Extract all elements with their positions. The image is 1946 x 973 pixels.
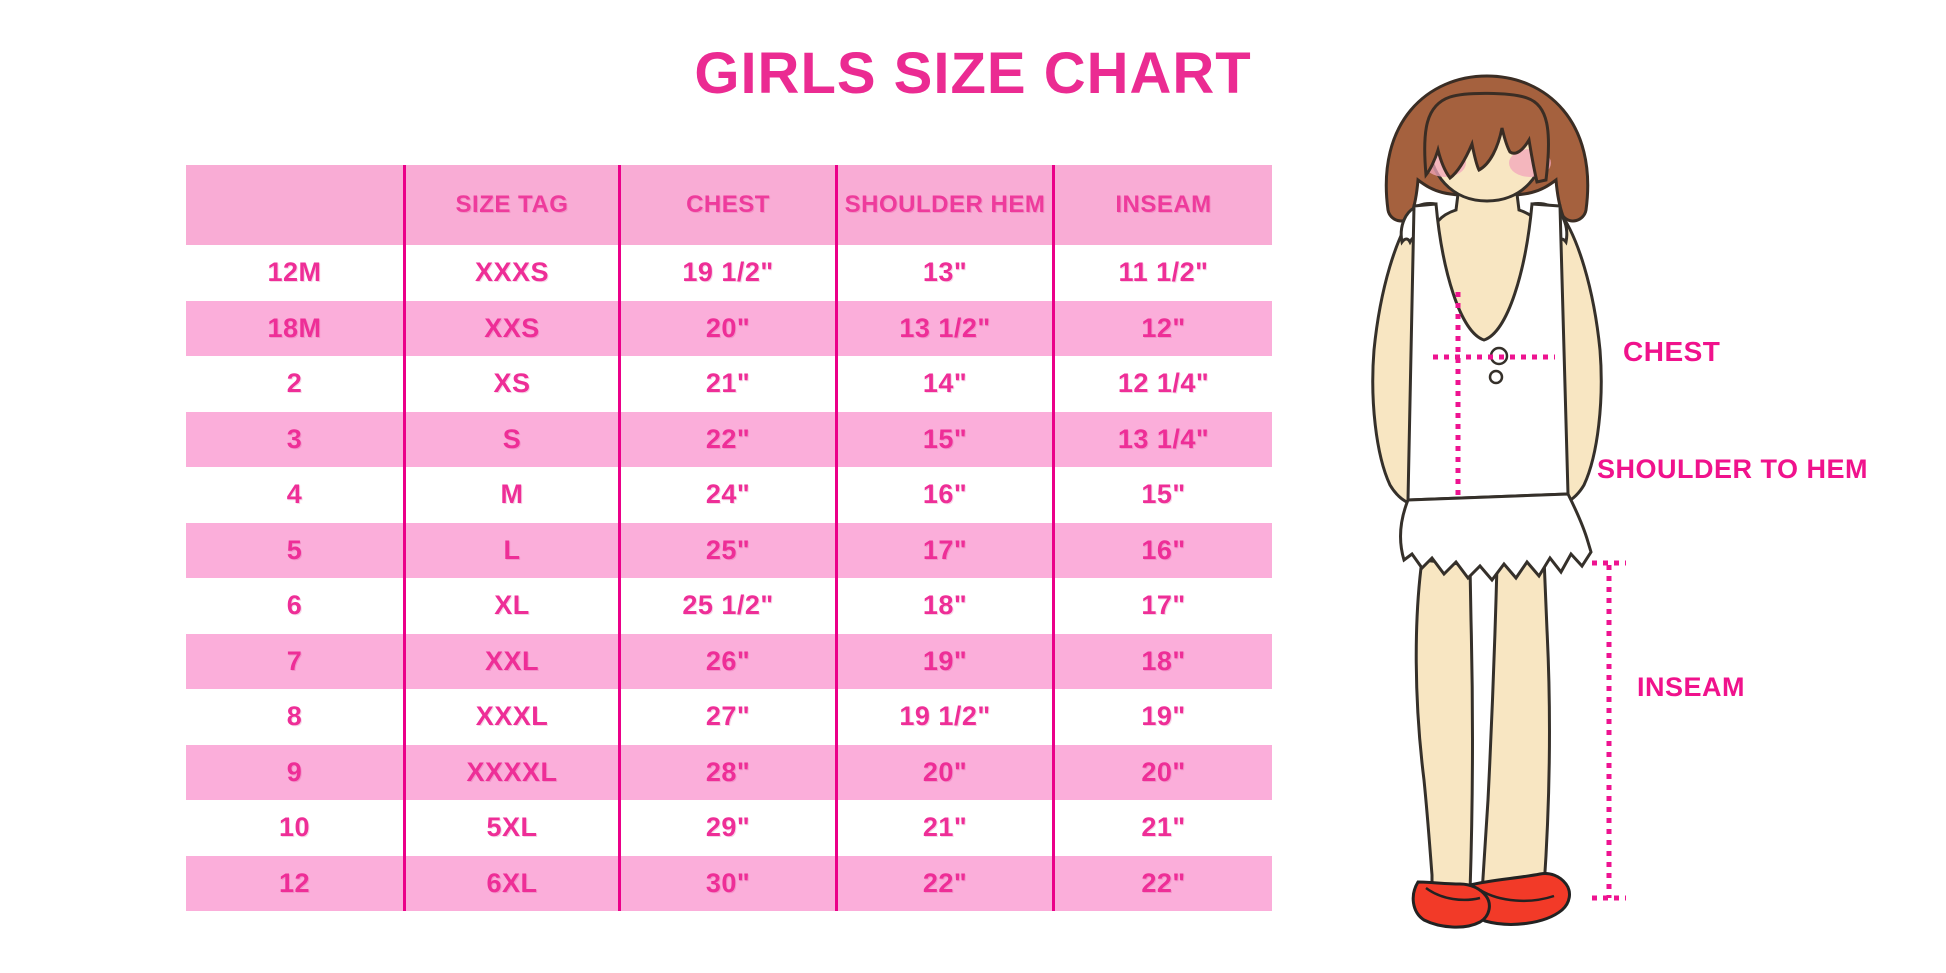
row-size-label: 4 [186,467,406,523]
table-cell: XXXS [406,245,621,301]
table-cell: XXS [406,300,621,356]
left-blush [1424,149,1466,177]
table-cell: 5XL [406,800,621,856]
row-size-label: 7 [186,633,406,689]
neck [1428,176,1547,352]
column-header: CHEST [621,165,838,245]
chest-measurement-label: CHEST [1623,336,1721,367]
table-cell: 28" [621,744,838,800]
shirt [1406,202,1570,502]
table-cell: 27" [621,689,838,745]
column-header [186,165,406,245]
size-table: SIZE TAG CHEST SHOULDER HEM INSEAM 12M XXXS 19… [186,165,1272,911]
column-header: SHOULDER HEM [838,165,1055,245]
left-arm [1371,206,1444,508]
right-shoe [1466,872,1571,926]
table-cell: 24" [621,467,838,523]
left-shoe [1411,880,1491,929]
table-cell: 29" [621,800,838,856]
row-size-label: 9 [186,744,406,800]
table-cell: S [406,411,621,467]
left-leg [1414,558,1474,894]
row-size-label: 6 [186,578,406,634]
top-button [1489,346,1509,366]
table-cell: XS [406,356,621,412]
table-cell: 25 1/2" [621,578,838,634]
table-cell: 11 1/2" [1055,245,1272,301]
row-size-label: 5 [186,522,406,578]
table-cell: 18" [838,578,1055,634]
table-cell: 21" [1055,800,1272,856]
table-cell: 21" [621,356,838,412]
table-cell: 17" [1055,578,1272,634]
right-sleeve-ruffle [1530,202,1569,246]
right-shoe-strap [1479,888,1555,902]
table-cell: XXXXL [406,744,621,800]
column-header: INSEAM [1055,165,1272,245]
table-cell: 13 1/4" [1055,411,1272,467]
table-cell: 12" [1055,300,1272,356]
table-cell: 20" [1055,744,1272,800]
table-cell: 15" [838,411,1055,467]
table-cell: 6XL [406,855,621,911]
table-cell: 17" [838,522,1055,578]
row-size-label: 3 [186,411,406,467]
right-arm [1530,206,1603,508]
table-cell: XXL [406,633,621,689]
table-cell: 14" [838,356,1055,412]
table-cell: 19 1/2" [838,689,1055,745]
row-size-label: 8 [186,689,406,745]
row-size-label: 2 [186,356,406,412]
left-sleeve-ruffle [1399,202,1438,246]
shoulder-to-hem-measurement-label: SHOULDER TO HEM [1597,454,1869,484]
row-size-label: 18M [186,300,406,356]
table-cell: 16" [1055,522,1272,578]
table-cell: 15" [1055,467,1272,523]
table-cell: 18" [1055,633,1272,689]
right-blush [1509,149,1551,177]
table-cell: 21" [838,800,1055,856]
table-cell: L [406,522,621,578]
table-cell: XXXL [406,689,621,745]
bottom-button [1488,369,1504,385]
column-header: SIZE TAG [406,165,621,245]
table-cell: 19 1/2" [621,245,838,301]
row-size-label: 10 [186,800,406,856]
table-cell: 26" [621,633,838,689]
table-cell: 13 1/2" [838,300,1055,356]
skirt [1399,492,1593,583]
table-cell: 22" [1055,855,1272,911]
left-shoe-strap [1425,886,1481,902]
table-cell: M [406,467,621,523]
right-leg [1480,556,1551,894]
table-cell: 20" [621,300,838,356]
table-cell: 19" [1055,689,1272,745]
girl-illustration [1371,74,1626,929]
table-cell: XL [406,578,621,634]
table-cell: 20" [838,744,1055,800]
table-cell: 22" [621,411,838,467]
table-cell: 22" [838,855,1055,911]
table-cell: 19" [838,633,1055,689]
inseam-measurement-label: INSEAM [1637,672,1746,702]
table-cell: 12 1/4" [1055,356,1272,412]
table-cell: 25" [621,522,838,578]
row-size-label: 12 [186,855,406,911]
face [1427,94,1547,203]
table-cell: 16" [838,467,1055,523]
row-size-label: 12M [186,245,406,301]
table-cell: 30" [621,855,838,911]
table-cell: 13" [838,245,1055,301]
page-title: GIRLS SIZE CHART [694,41,1252,106]
